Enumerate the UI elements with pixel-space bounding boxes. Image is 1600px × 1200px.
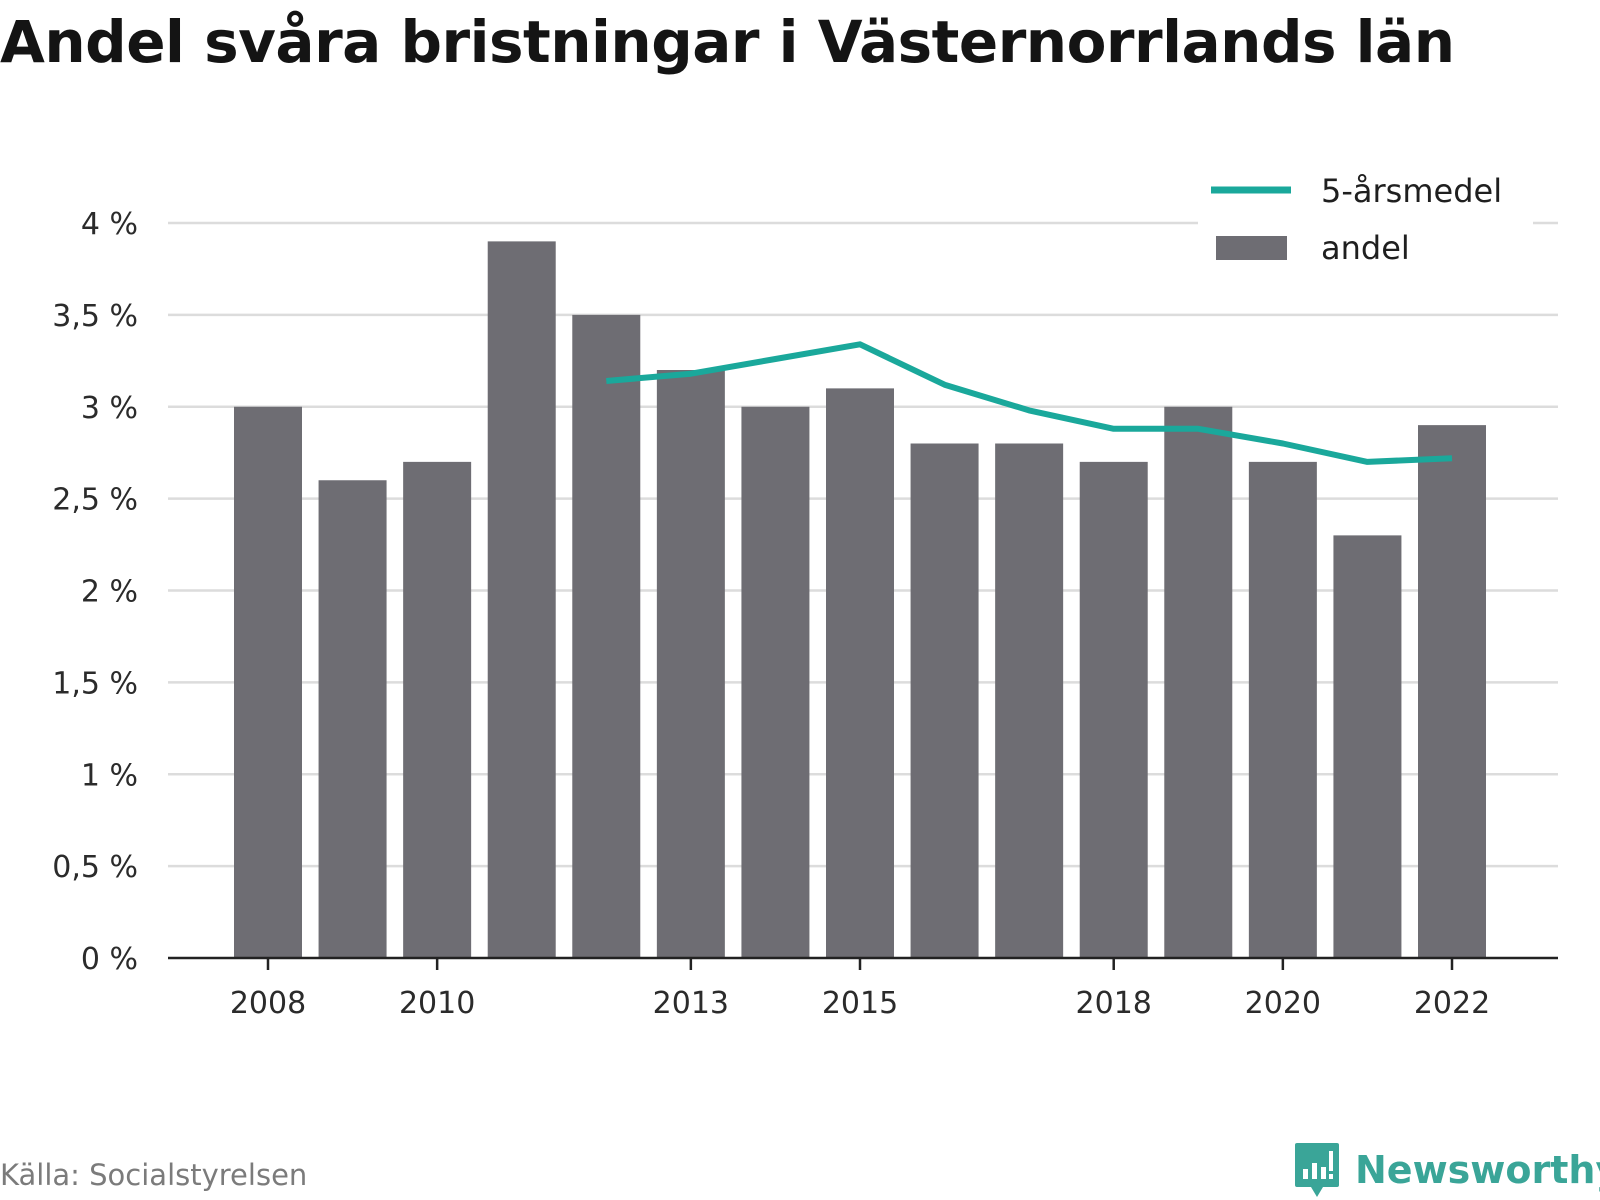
y-tick-label: 1,5 % (52, 666, 138, 701)
y-tick-label: 2 % (81, 575, 138, 610)
bar (1164, 406, 1233, 958)
bar (1079, 461, 1148, 958)
x-tick-label: 2008 (230, 986, 306, 1021)
source-text: Källa: Socialstyrelsen (0, 1158, 308, 1192)
bar (741, 406, 810, 958)
bar (403, 461, 472, 958)
bar (572, 314, 641, 958)
y-tick-label: 0,5 % (52, 850, 138, 885)
x-tick-label: 2010 (399, 986, 475, 1021)
y-tick-label: 4 % (81, 207, 138, 242)
y-tick-label: 2,5 % (52, 483, 138, 518)
bar (910, 443, 979, 958)
y-tick-label: 0 % (81, 942, 138, 977)
x-tick-label: 2015 (822, 986, 898, 1021)
legend: 5-årsmedel andel (1198, 167, 1533, 272)
brand: Newsworthy (1293, 1140, 1600, 1200)
axes: 0 % 0,5 % 1 % 1,5 % 2 % 2,5 % 3 % 3,5 % 4 % 2008 2… (52, 207, 1558, 1021)
x-tick-label: 2018 (1076, 986, 1152, 1021)
y-tick-label: 3,5 % (52, 299, 138, 334)
bar (826, 388, 894, 958)
bar (1418, 425, 1486, 958)
legend-label-5-arsmedel: 5-årsmedel (1321, 172, 1502, 210)
x-tick-label: 2022 (1414, 986, 1490, 1021)
newsworthy-logo-icon (1295, 1143, 1339, 1197)
bar (656, 370, 725, 958)
legend-swatch-bar (1216, 236, 1287, 260)
y-tick-label: 3 % (81, 391, 138, 426)
series-line-5-arsmedel (606, 341, 1453, 465)
line-series (606, 341, 1453, 465)
bar (1248, 461, 1317, 958)
bar (995, 443, 1064, 958)
bar (487, 241, 556, 958)
bar (234, 406, 302, 958)
y-tick-label: 1 % (81, 758, 138, 793)
bar (1333, 535, 1402, 958)
chart-title: Andel svåra bristningar i Västernorrland… (0, 8, 1455, 76)
bar (318, 480, 387, 958)
x-tick-label: 2020 (1245, 986, 1321, 1021)
bar-series (234, 241, 1486, 958)
legend-label-andel: andel (1321, 229, 1410, 267)
x-tick-label: 2013 (653, 986, 729, 1021)
brand-name: Newsworthy (1355, 1148, 1600, 1192)
